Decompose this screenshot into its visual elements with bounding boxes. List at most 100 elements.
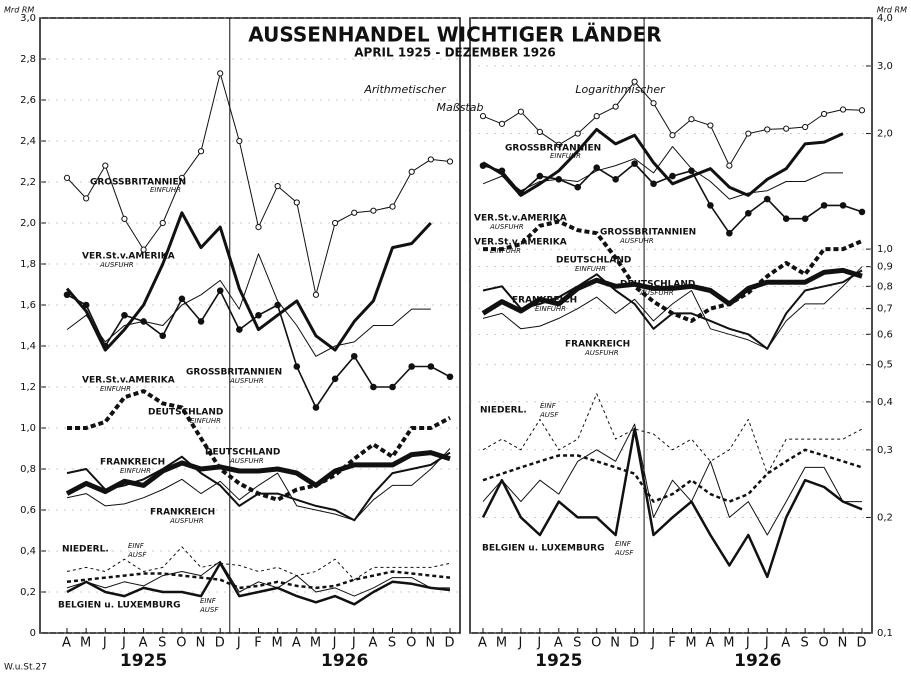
year-label: 1926 — [321, 651, 368, 671]
series-marker — [293, 199, 300, 206]
series-marker — [593, 164, 601, 171]
y-tick-label: 3,0 — [20, 13, 36, 24]
series-marker — [255, 311, 262, 319]
series-marker — [331, 375, 339, 383]
series-marker — [178, 295, 186, 303]
series-marker — [197, 148, 205, 155]
series-flow: EINFUHR — [490, 247, 521, 255]
series-marker — [536, 172, 544, 180]
series-marker — [669, 132, 676, 139]
x-tick-label: D — [856, 636, 867, 651]
x-tick-label: N — [838, 636, 849, 651]
series-flow: AUSF — [199, 606, 219, 614]
x-tick-label: N — [610, 636, 621, 651]
series-line — [65, 211, 432, 352]
y-tick-label: 0,5 — [877, 360, 893, 371]
series-marker — [408, 363, 416, 370]
series-flow: EINFUHR — [120, 467, 151, 475]
series-marker — [839, 202, 847, 209]
series-marker — [389, 203, 396, 210]
series-marker — [631, 78, 638, 85]
x-tick-label: M — [310, 636, 322, 651]
y-tick-label: 2,0 — [877, 129, 893, 140]
series-marker — [293, 363, 301, 370]
x-tick-label: O — [591, 636, 602, 651]
series-marker — [427, 363, 435, 370]
x-tick-label: S — [801, 636, 810, 651]
series-name: DEUTSCHLAND — [620, 280, 695, 290]
series-marker — [370, 207, 377, 214]
series-marker — [536, 128, 543, 136]
x-tick-label: J — [351, 636, 357, 651]
series-name: DEUTSCHLAND — [556, 256, 631, 266]
series-flow: AUSF — [539, 411, 559, 419]
series-marker — [763, 195, 771, 203]
series-marker — [498, 120, 506, 127]
series-marker — [821, 110, 828, 118]
series-marker — [479, 113, 487, 120]
x-tick-label: M — [685, 636, 697, 651]
series-name: NIEDERL. — [480, 406, 527, 416]
series-name: NIEDERL. — [62, 545, 109, 555]
series-flow: EINF — [615, 540, 632, 548]
series-flow: EINFUHR — [550, 152, 581, 160]
series-marker — [236, 137, 243, 145]
y-tick-label: 1,6 — [20, 300, 36, 311]
x-tick-label: A — [139, 636, 149, 651]
x-tick-label: S — [158, 636, 167, 651]
series-marker — [159, 332, 167, 340]
series-marker — [593, 113, 600, 120]
chart-title: AUSSENHANDEL WICHTIGER LÄNDER — [248, 23, 661, 47]
series-flow: AUSF — [127, 551, 147, 559]
series-marker — [764, 126, 771, 133]
x-tick-label: M — [272, 636, 284, 651]
scale-note: Logarithmischer — [575, 83, 666, 96]
x-tick-label: A — [368, 636, 378, 651]
series-marker — [63, 174, 71, 181]
series-marker — [707, 202, 714, 209]
series-marker — [121, 311, 128, 319]
series-marker — [517, 108, 525, 115]
series-marker — [650, 100, 657, 107]
series-marker — [312, 404, 320, 411]
series-marker — [555, 141, 562, 148]
series-marker — [236, 326, 243, 333]
series-line — [482, 448, 863, 503]
x-tick-label: J — [517, 636, 523, 651]
series-flow: EINFUHR — [535, 305, 566, 313]
series-marker — [140, 246, 147, 253]
series-marker — [370, 383, 377, 391]
series-name: BELGIEN u. LUXEMBURG — [482, 544, 605, 554]
series-marker — [839, 106, 847, 113]
series-line — [481, 427, 863, 579]
series-marker — [446, 158, 454, 165]
series-marker — [159, 219, 166, 227]
series-line — [482, 423, 862, 536]
year-label: 1925 — [535, 651, 582, 671]
series-marker — [858, 107, 866, 114]
y-tick-label: 2,2 — [20, 177, 36, 188]
x-tick-label: A — [62, 636, 72, 651]
series-flow: AUSFUHR — [229, 457, 264, 465]
series-marker — [217, 70, 224, 77]
x-tick-label: N — [196, 636, 207, 651]
series-marker — [688, 116, 695, 123]
series-marker — [102, 162, 109, 169]
x-tick-label: S — [388, 636, 397, 651]
source: W.u.St.27 — [4, 663, 47, 673]
y-tick-label: 0,8 — [20, 464, 36, 475]
x-tick-label: D — [215, 636, 226, 651]
series-marker — [178, 174, 185, 181]
x-tick-label: J — [121, 636, 127, 651]
series-marker — [574, 183, 582, 191]
x-tick-label: J — [745, 636, 751, 651]
y-tick-label: 1,0 — [20, 423, 36, 434]
series-line — [482, 393, 863, 475]
y-tick-label: 2,4 — [20, 136, 36, 147]
y-tick-label: 0,4 — [877, 397, 893, 408]
y-tick-label: 0,7 — [877, 304, 893, 315]
scale-note: Arithmetischer — [363, 83, 447, 96]
x-tick-label: M — [80, 636, 92, 651]
y-tick-label: 0,3 — [877, 445, 893, 456]
series-marker — [197, 318, 205, 325]
